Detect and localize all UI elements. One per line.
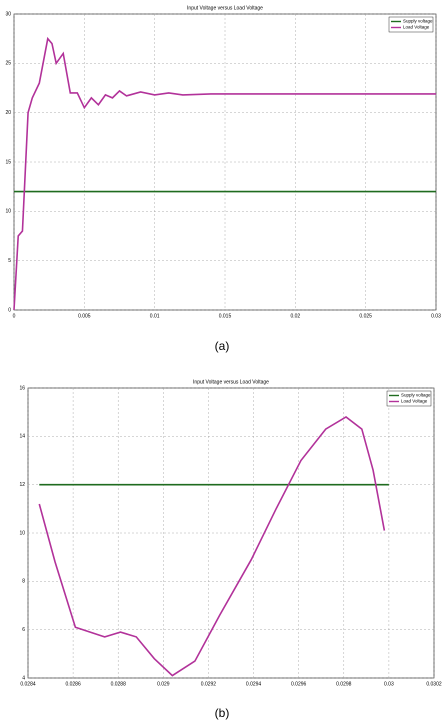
y-tick-label: 5 (8, 258, 11, 264)
x-tick-label: 0.0292 (201, 681, 217, 687)
x-tick-label: 0 (13, 313, 16, 319)
legend-label: Supply voltage (403, 19, 433, 24)
y-tick-label: 16 (19, 385, 25, 391)
y-tick-label: 10 (19, 530, 25, 536)
legend-label: Load Voltage (403, 25, 430, 30)
legend-label: Supply voltage (401, 393, 431, 398)
series-line (13, 36, 436, 311)
legend-label: Load Voltage (401, 399, 428, 404)
x-tick-label: 0.0288 (111, 681, 127, 687)
chart-title: Input Voltage versus Load Voltage (187, 5, 263, 11)
y-tick-label: 10 (5, 209, 11, 215)
caption: (b) (215, 706, 230, 720)
chart-title: Input Voltage versus Load Voltage (193, 379, 269, 385)
y-tick-label: 15 (5, 159, 11, 165)
y-tick-label: 8 (22, 579, 25, 585)
x-tick-label: 0.0284 (20, 681, 36, 687)
x-tick-label: 0.02 (290, 313, 300, 319)
plot-area (27, 387, 435, 679)
y-tick-label: 30 (5, 11, 11, 17)
x-tick-label: 0.0296 (291, 681, 307, 687)
y-tick-label: 25 (5, 61, 11, 67)
y-tick-label: 12 (19, 482, 25, 488)
legend-box (388, 16, 434, 33)
x-tick-label: 0.0286 (65, 681, 81, 687)
x-tick-label: 0.005 (78, 313, 91, 319)
series-line (38, 416, 386, 677)
legend-box (386, 390, 432, 407)
x-tick-label: 0.0294 (246, 681, 262, 687)
y-tick-label: 14 (19, 434, 25, 440)
x-tick-label: 0.0302 (426, 681, 442, 687)
x-tick-label: 0.029 (157, 681, 170, 687)
y-tick-label: 6 (22, 627, 25, 633)
y-tick-label: 20 (5, 110, 11, 116)
x-tick-label: 0.03 (384, 681, 394, 687)
x-tick-label: 0.0298 (336, 681, 352, 687)
x-tick-label: 0.01 (150, 313, 160, 319)
x-tick-label: 0.03 (431, 313, 441, 319)
x-tick-label: 0.015 (219, 313, 232, 319)
caption: (a) (215, 339, 230, 353)
y-tick-label: 4 (22, 675, 25, 681)
y-tick-label: 0 (8, 307, 11, 313)
x-tick-label: 0.025 (359, 313, 372, 319)
